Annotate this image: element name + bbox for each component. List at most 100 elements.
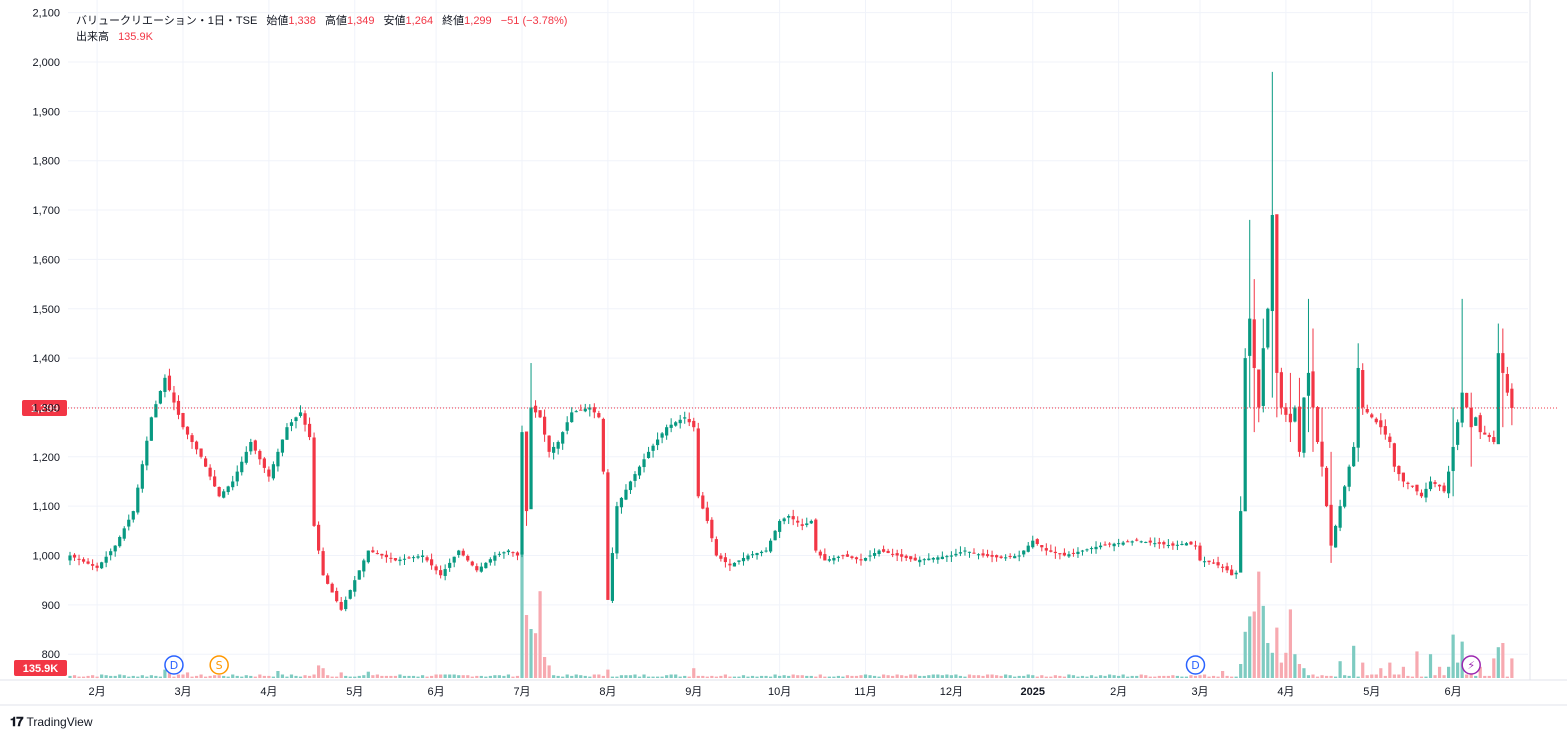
candle-body [782, 518, 786, 522]
tradingview-logo-icon: 𝟏𝟕 [10, 714, 24, 729]
event-marker-circle [164, 655, 184, 675]
event-markers[interactable]: D S D ⚡ [164, 655, 1481, 675]
candle-body [1248, 318, 1252, 356]
volume-bar [547, 665, 551, 678]
candle-body [764, 550, 768, 552]
candle-body [624, 489, 628, 500]
time-axis[interactable]: 2月 3月 4月 5月 6月 7月 8月 9月 10月 11月 12月 2025 2月 3月 4月 5月 6月 [89, 686, 1462, 698]
candle-body [714, 539, 718, 556]
volume-bar [294, 675, 298, 678]
volume-bar [637, 676, 642, 678]
volume-bar [1058, 675, 1062, 678]
candle-body [317, 524, 321, 551]
volume-bar [253, 676, 257, 678]
candle-body [637, 466, 642, 476]
candle-body [529, 407, 533, 510]
volume-bar [208, 675, 212, 678]
volume-bar [696, 675, 700, 678]
volume-bar [366, 671, 370, 678]
volume-bar [452, 674, 456, 678]
volume-bar [805, 675, 809, 678]
candle-body [1451, 446, 1455, 472]
candle-body [1234, 572, 1238, 575]
volume-bar [213, 675, 217, 678]
candle-body [1338, 506, 1342, 528]
x-tick-label: 2月 [1110, 686, 1127, 698]
candle-body [1049, 550, 1053, 552]
volume-bar [425, 676, 429, 678]
candle-body [307, 423, 312, 438]
volume-bar [669, 674, 673, 678]
legend-ohlc-row: バリュークリエーション・1日・TSE 始値1,338 高値1,349 安値1,2… [76, 13, 567, 29]
volume-bar [461, 675, 465, 678]
candle-body [1117, 543, 1121, 545]
volume-bar [769, 676, 773, 678]
candle-body [1040, 545, 1044, 548]
volume-bar [845, 675, 850, 678]
volume-bar [1401, 666, 1405, 678]
candle-body [253, 440, 257, 451]
volume-bar [773, 674, 777, 678]
volume-bar [642, 674, 646, 678]
candle-body [574, 411, 578, 413]
event-marker-label: ⚡ [1467, 659, 1475, 672]
volume-bar [1478, 666, 1482, 678]
candle-body [267, 469, 271, 477]
candle-body [1252, 319, 1256, 368]
candle-body [1126, 541, 1130, 543]
candle-body [1293, 407, 1297, 422]
volume-bar [868, 675, 872, 678]
candle-body [122, 528, 126, 539]
volume-bar [348, 676, 352, 678]
volume-bar [1501, 643, 1505, 678]
x-tick-label: 6月 [1445, 686, 1462, 698]
candle-body [723, 557, 727, 563]
volume-bar [1406, 675, 1410, 678]
candle-body [963, 550, 967, 552]
x-tick-label: 2025 [1021, 686, 1045, 698]
brand-name: TradingView [26, 715, 93, 729]
volume-bar [1410, 676, 1415, 678]
volume-bar [1130, 675, 1134, 678]
candle-body [814, 519, 818, 551]
candle-body [1044, 548, 1048, 551]
volume-bar [411, 675, 416, 678]
candle-body [918, 559, 922, 563]
volume-bar [954, 674, 958, 678]
candle-body [710, 519, 714, 539]
volume-bars [68, 552, 1514, 678]
candle-body [954, 553, 958, 556]
volume-bar [1094, 676, 1098, 678]
volume-bar [172, 676, 176, 678]
legend-symbol[interactable]: バリュークリエーション・1日・TSE [76, 15, 258, 27]
volume-bar [796, 675, 800, 678]
brand-footer[interactable]: 𝟏𝟕 TradingView [10, 714, 93, 730]
volume-bar [1198, 675, 1202, 678]
y-tick-label: 1,000 [32, 551, 60, 563]
volume-bar [95, 676, 99, 678]
volume-bar [872, 675, 877, 678]
volume-bar [818, 674, 822, 678]
candle-body [149, 417, 153, 441]
volume-bar [77, 676, 81, 678]
price-axis[interactable]: 2,100 2,000 1,900 1,800 1,700 1,600 1,500 1,400… [32, 8, 60, 662]
volume-bar [1230, 676, 1234, 678]
volume-bar [1157, 675, 1161, 678]
volume-bar [330, 676, 334, 678]
volume-bar [570, 675, 574, 678]
candle-body [565, 422, 569, 431]
candle-body [1510, 388, 1514, 408]
legend-volume-row: 出来高 135.9K [76, 29, 567, 45]
candle-body [118, 536, 122, 547]
candle-body [1166, 545, 1170, 547]
candle-body [303, 413, 307, 425]
volume-bar [1460, 641, 1464, 678]
candle-body [393, 558, 398, 561]
candle-body [759, 551, 764, 554]
y-tick-label: 1,600 [32, 254, 60, 266]
y-tick-label: 1,500 [32, 304, 60, 316]
volume-bar [502, 675, 506, 678]
volume-bar [999, 675, 1003, 678]
candle-body [1230, 569, 1234, 576]
